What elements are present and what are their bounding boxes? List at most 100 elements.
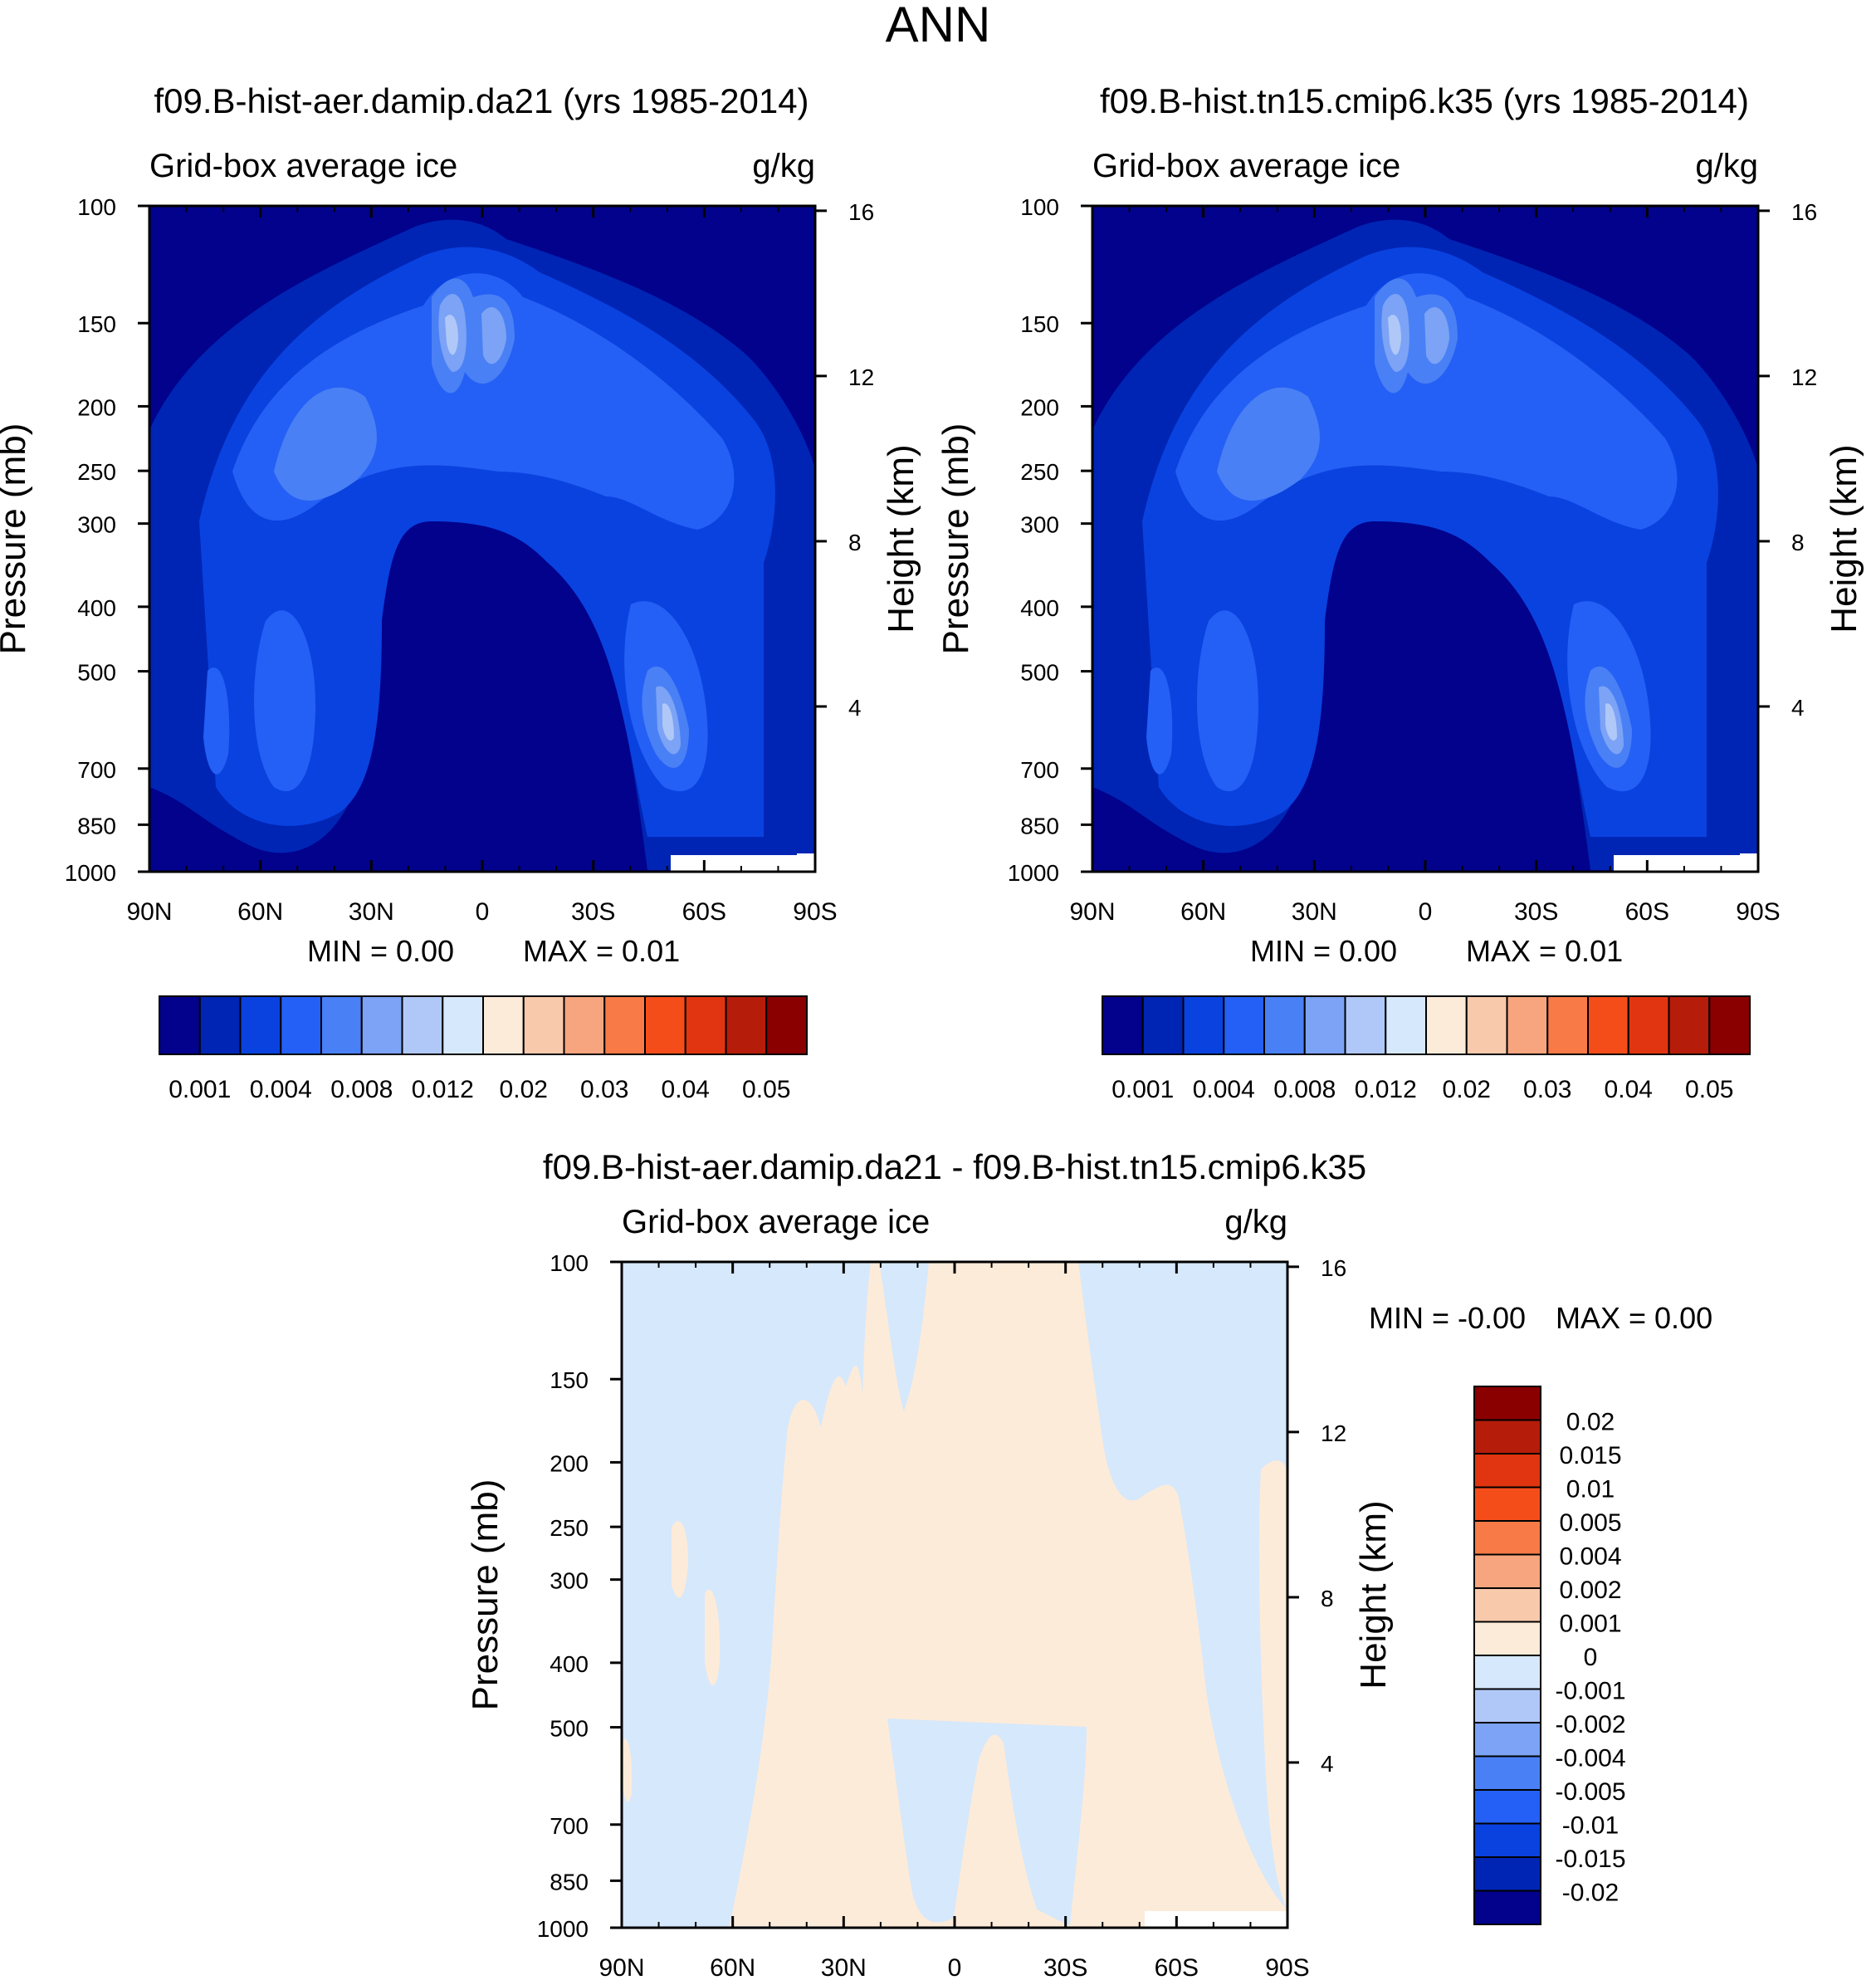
panel-3-xtick-label: 0 xyxy=(948,1954,962,1982)
colorbar-swatch xyxy=(1473,1386,1541,1421)
panel-3-ticks: 90N 60N 30N 0 30S 60S 90S 100 150 200 250 300 400 500… xyxy=(537,1250,1346,1982)
panel-3-min: MIN = -0.00 xyxy=(1369,1301,1526,1335)
colorbar-label: 0.001 xyxy=(1559,1611,1621,1638)
colorbar-label: -0.004 xyxy=(1555,1745,1625,1772)
panel-2-ytick-label: 500 xyxy=(1020,660,1059,686)
panel-1-title: f09.B-hist-aer.damip.da21 (yrs 1985-2014… xyxy=(154,81,809,120)
colorbar-swatch xyxy=(1102,995,1144,1055)
panel-2-ytick-label: 850 xyxy=(1020,813,1059,838)
colorbar-swatch xyxy=(1473,1722,1541,1758)
panel-2-xtick-label: 90S xyxy=(1736,898,1780,926)
panel-1-y2tick-label: 8 xyxy=(848,530,862,555)
colorbar-label: 0.01 xyxy=(1566,1476,1615,1503)
panel-1-ytick-label: 100 xyxy=(77,194,116,220)
colorbar-label: 0.03 xyxy=(580,1076,628,1103)
colorbar-swatch xyxy=(1263,995,1306,1055)
colorbar-label: -0.002 xyxy=(1555,1711,1625,1738)
panel-1-colorbar: 0.001 0.004 0.008 0.012 0.02 0.03 0.04 0.05 xyxy=(159,995,808,1103)
colorbar-swatch xyxy=(1465,995,1508,1055)
panel-2-ytick-label: 200 xyxy=(1020,394,1059,420)
panel-3-colorbar: 0.02 0.015 0.01 0.005 0.004 0.002 0.001 0 -0.001… xyxy=(1473,1386,1626,1925)
colorbar-swatch xyxy=(1473,1453,1541,1489)
colorbar-label: 0.008 xyxy=(1273,1076,1336,1103)
panel-1-xtick-label: 30N xyxy=(349,898,394,926)
panel-2-ytick-label: 100 xyxy=(1020,194,1059,220)
colorbar-swatch xyxy=(1141,995,1185,1055)
panel-2-right-label: g/kg xyxy=(1695,148,1758,184)
panel-2-y2label: Height (km) xyxy=(1824,444,1864,633)
colorbar-swatch xyxy=(239,995,282,1055)
colorbar-label: 0.02 xyxy=(500,1076,548,1103)
panel-2-xtick-label: 0 xyxy=(1419,898,1433,926)
colorbar-label: 0.001 xyxy=(169,1076,231,1103)
colorbar-swatch xyxy=(644,995,686,1055)
panel-3-xtick-label: 60S xyxy=(1155,1954,1199,1982)
panel-1-xtick-label: 60N xyxy=(237,898,283,926)
panel-2-field xyxy=(1092,206,1758,872)
colorbar-label: 0 xyxy=(1584,1644,1598,1671)
panel-1: f09.B-hist-aer.damip.da21 (yrs 1985-2014… xyxy=(0,81,921,1103)
panel-1-ytick-label: 200 xyxy=(77,394,116,420)
panel-2-ytick-label: 250 xyxy=(1020,459,1059,485)
colorbar-swatch xyxy=(1473,1755,1541,1791)
colorbar-swatch xyxy=(522,995,565,1055)
panel-3-right-label: g/kg xyxy=(1224,1204,1287,1240)
panel-3-xtick-label: 90S xyxy=(1265,1954,1309,1982)
panel-2-ytick-label: 1000 xyxy=(1008,860,1059,886)
panel-2-xtick-label: 30N xyxy=(1292,898,1337,926)
colorbar-label: 0.04 xyxy=(662,1076,710,1103)
panel-2-xtick-label: 30S xyxy=(1514,898,1558,926)
colorbar-swatch xyxy=(320,995,363,1055)
colorbar-swatch xyxy=(1473,1520,1541,1556)
colorbar-label: 0.001 xyxy=(1111,1076,1174,1103)
panel-1-ytick-label: 700 xyxy=(77,757,116,783)
panel-1-ytick-label: 1000 xyxy=(65,860,116,886)
panel-3-y2tick-label: 4 xyxy=(1321,1751,1334,1777)
panel-1-y2tick-label: 16 xyxy=(848,199,874,225)
panel-3-title: f09.B-hist-aer.damip.da21 - f09.B-hist.t… xyxy=(543,1147,1366,1186)
panel-3-xtick-label: 30N xyxy=(821,1954,867,1982)
panel-1-ylabel: Pressure (mb) xyxy=(0,423,33,655)
panel-2-ytick-label: 300 xyxy=(1020,512,1059,538)
panel-3: f09.B-hist-aer.damip.da21 - f09.B-hist.t… xyxy=(465,1147,1712,1982)
colorbar-label: -0.005 xyxy=(1555,1778,1625,1806)
panel-1-right-label: g/kg xyxy=(752,148,815,184)
panel-2-ticks: 90N 60N 30N 0 30S 60S 90S 100 150 200 250 300 400 500… xyxy=(1008,194,1817,926)
colorbar-swatch xyxy=(603,995,646,1055)
panel-1-xtick-label: 60S xyxy=(682,898,726,926)
panel-3-ytick-label: 700 xyxy=(550,1813,589,1839)
panel-1-y2tick-label: 4 xyxy=(848,695,862,721)
panel-3-ylabel: Pressure (mb) xyxy=(465,1479,506,1711)
colorbar-swatch xyxy=(1473,1856,1541,1892)
colorbar-swatch xyxy=(1425,995,1468,1055)
colorbar-swatch xyxy=(563,995,606,1055)
panel-3-max: MAX = 0.00 xyxy=(1556,1301,1712,1335)
panel-2-ylabel: Pressure (mb) xyxy=(936,423,976,655)
colorbar-label: 0.04 xyxy=(1605,1076,1653,1103)
panel-1-min: MIN = 0.00 xyxy=(307,934,454,968)
panel-2-xtick-label: 90N xyxy=(1069,898,1115,926)
panel-3-ytick-label: 400 xyxy=(550,1651,589,1677)
panel-2-max: MAX = 0.01 xyxy=(1466,934,1623,968)
panel-3-ytick-label: 150 xyxy=(550,1367,589,1393)
colorbar-swatch xyxy=(1473,1655,1541,1690)
panel-1-xtick-label: 30S xyxy=(571,898,615,926)
panel-1-ytick-label: 250 xyxy=(77,459,116,485)
colorbar-label: -0.01 xyxy=(1562,1812,1619,1840)
colorbar-swatch xyxy=(1587,995,1629,1055)
panel-3-xtick-label: 30S xyxy=(1043,1954,1087,1982)
panel-2: f09.B-hist.tn15.cmip6.k35 (yrs 1985-2014… xyxy=(936,81,1864,1103)
colorbar-swatch xyxy=(1182,995,1225,1055)
colorbar-swatch xyxy=(684,995,727,1055)
colorbar-label: 0.008 xyxy=(330,1076,393,1103)
colorbar-swatch xyxy=(1668,995,1711,1055)
panel-3-xtick-label: 90N xyxy=(598,1954,644,1982)
colorbar-label: 0.004 xyxy=(250,1076,312,1103)
colorbar-swatch xyxy=(482,995,525,1055)
panel-2-ytick-label: 150 xyxy=(1020,311,1059,337)
colorbar-label: 0.03 xyxy=(1523,1076,1571,1103)
colorbar-swatch xyxy=(159,995,201,1055)
panel-3-ytick-label: 850 xyxy=(550,1869,589,1895)
colorbar-swatch xyxy=(1473,1486,1541,1522)
colorbar-label: 0.02 xyxy=(1443,1076,1491,1103)
